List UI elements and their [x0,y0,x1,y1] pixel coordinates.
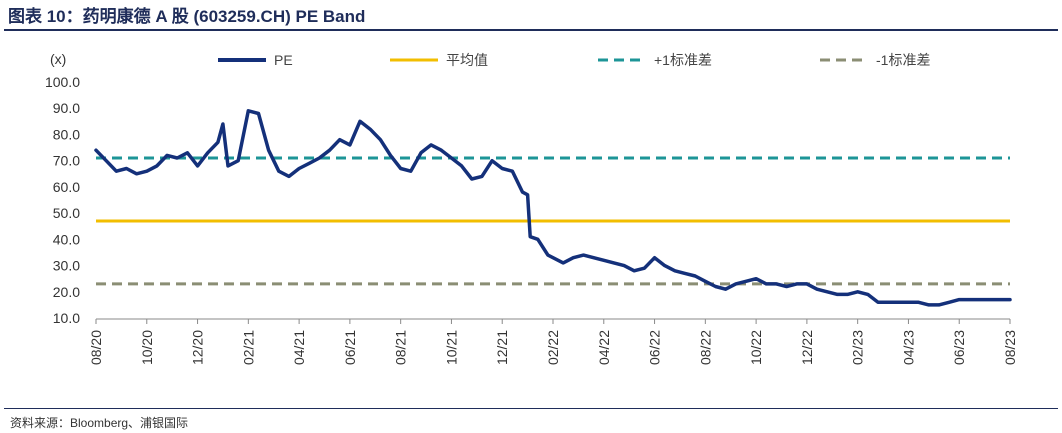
x-tick-label: 10/21 [443,330,459,365]
source-note: 资料来源：Bloomberg、浦银国际 [10,416,189,430]
x-tick-label: 02/23 [850,330,866,365]
legend-label: 平均值 [446,52,488,68]
x-tick-label: 12/22 [799,330,815,365]
y-tick-label: 60.0 [53,179,80,195]
x-tick-label: 06/23 [951,330,967,365]
x-tick-label: 04/23 [900,330,916,365]
x-tick-label: 12/20 [190,330,206,365]
y-tick-label: 70.0 [53,153,80,169]
x-tick-label: 10/22 [748,330,764,365]
legend-label: -1标准差 [876,52,930,68]
x-tick-label: 02/21 [240,330,256,365]
bottom-rule [4,408,1058,409]
chart-legend: PE 平均值 +1标准差 -1标准差 [218,52,930,68]
y-tick-label: 20.0 [53,284,80,300]
x-tick-label: 08/21 [393,330,409,365]
y-tick-label: 40.0 [53,231,80,247]
y-axis-unit-label: (x) [50,51,66,67]
y-axis: 10.0 20.0 30.0 40.0 50.0 60.0 70.0 80.0 90.0 100.… [45,74,80,326]
x-tick-label: 12/21 [494,330,510,365]
legend-label: +1标准差 [654,52,712,68]
y-tick-label: 10.0 [53,310,80,326]
y-tick-label: 50.0 [53,205,80,221]
pe-line [94,109,1012,307]
title-rule [4,29,1058,31]
y-tick-label: 80.0 [53,126,80,142]
x-tick-label: 08/20 [88,330,104,365]
pe-series [94,109,1012,307]
x-tick-label: 08/22 [697,330,713,365]
x-tick-label: 06/22 [647,330,663,365]
x-tick-label: 10/20 [139,330,155,365]
y-tick-label: 30.0 [53,258,80,274]
y-tick-label: 90.0 [53,100,80,116]
legend-label: PE [274,52,293,68]
pe-band-chart: (x) PE 平均值 +1标准差 -1标准差 10.0 20.0 30.0 40.0 50.0… [45,51,1018,365]
x-axis: 08/20 10/20 12/20 02/21 04/21 06/21 08/21 10/21… [88,319,1018,365]
x-tick-label: 02/22 [545,330,561,365]
band-lines [96,156,1010,286]
x-tick-label: 04/21 [291,330,307,365]
y-tick-label: 100.0 [45,74,80,90]
x-tick-label: 04/22 [596,330,612,365]
x-tick-label: 08/23 [1002,330,1018,365]
x-tick-label: 06/21 [342,330,358,365]
figure-title: 图表 10：药明康德 A 股 (603259.CH) PE Band [8,7,366,26]
